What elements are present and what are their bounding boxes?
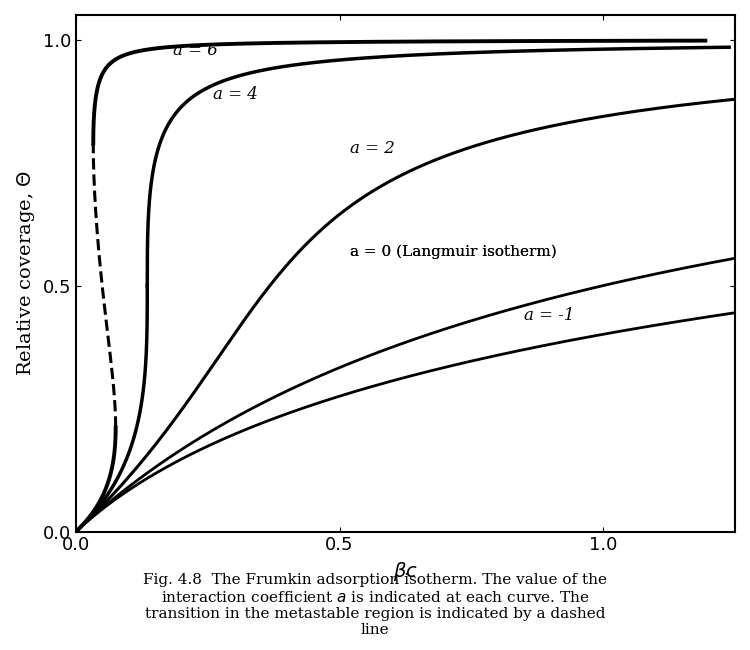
Text: a = 6: a = 6 (173, 42, 218, 59)
Text: a = 0 (Langmuir isotherm): a = 0 (Langmuir isotherm) (350, 244, 556, 259)
X-axis label: $\beta c$: $\beta c$ (393, 560, 418, 583)
Text: Fig. 4.8  The Frumkin adsorption isotherm. The value of the
interaction coeffici: Fig. 4.8 The Frumkin adsorption isotherm… (143, 573, 607, 637)
Text: a = 0 (Langmuir isotherm): a = 0 (Langmuir isotherm) (350, 244, 556, 259)
Text: a = 4: a = 4 (213, 86, 258, 103)
Y-axis label: Relative coverage, $\Theta$: Relative coverage, $\Theta$ (15, 170, 37, 376)
Text: a = 2: a = 2 (350, 140, 395, 157)
Text: a = -1: a = -1 (524, 307, 574, 324)
